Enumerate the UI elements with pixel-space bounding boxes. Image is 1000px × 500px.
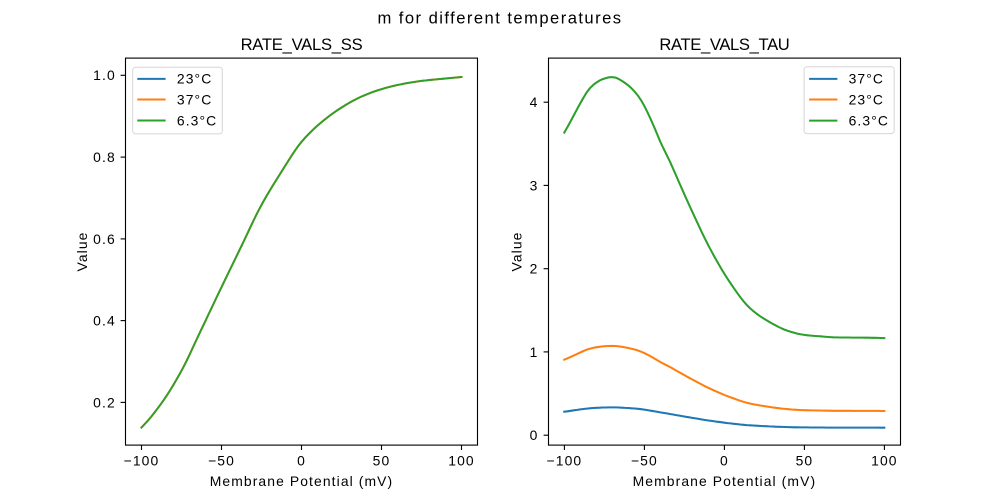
svg-text:0: 0 bbox=[297, 453, 306, 469]
svg-text:37°C: 37°C bbox=[177, 91, 212, 107]
svg-text:0.6: 0.6 bbox=[93, 231, 116, 247]
svg-text:50: 50 bbox=[373, 453, 391, 469]
svg-text:Value: Value bbox=[74, 232, 90, 272]
svg-text:100: 100 bbox=[448, 453, 474, 469]
svg-text:Membrane Potential (mV): Membrane Potential (mV) bbox=[633, 473, 817, 489]
svg-text:0.8: 0.8 bbox=[93, 149, 116, 165]
svg-text:2: 2 bbox=[530, 261, 539, 277]
svg-text:RATE_VALS_TAU: RATE_VALS_TAU bbox=[659, 35, 789, 54]
svg-text:1: 1 bbox=[530, 344, 539, 360]
svg-text:0.4: 0.4 bbox=[93, 313, 116, 329]
svg-text:−100: −100 bbox=[124, 453, 160, 469]
svg-text:RATE_VALS_SS: RATE_VALS_SS bbox=[241, 35, 363, 54]
svg-text:0.2: 0.2 bbox=[93, 394, 116, 410]
svg-text:50: 50 bbox=[796, 453, 814, 469]
svg-text:Value: Value bbox=[509, 232, 525, 272]
svg-text:m for different temperatures: m for different temperatures bbox=[377, 9, 622, 28]
svg-text:3: 3 bbox=[530, 177, 539, 193]
svg-text:100: 100 bbox=[871, 453, 897, 469]
svg-text:1.0: 1.0 bbox=[93, 67, 116, 83]
svg-text:4: 4 bbox=[530, 94, 539, 110]
svg-text:6.3°C: 6.3°C bbox=[849, 112, 889, 128]
svg-text:−50: −50 bbox=[631, 453, 658, 469]
svg-text:−100: −100 bbox=[547, 453, 583, 469]
svg-text:Membrane Potential (mV): Membrane Potential (mV) bbox=[210, 473, 394, 489]
svg-text:−50: −50 bbox=[208, 453, 235, 469]
svg-text:6.3°C: 6.3°C bbox=[177, 112, 217, 128]
svg-text:23°C: 23°C bbox=[849, 91, 884, 107]
svg-text:37°C: 37°C bbox=[849, 71, 884, 87]
svg-text:0: 0 bbox=[530, 427, 539, 443]
svg-text:0: 0 bbox=[720, 453, 729, 469]
svg-text:23°C: 23°C bbox=[177, 71, 212, 87]
